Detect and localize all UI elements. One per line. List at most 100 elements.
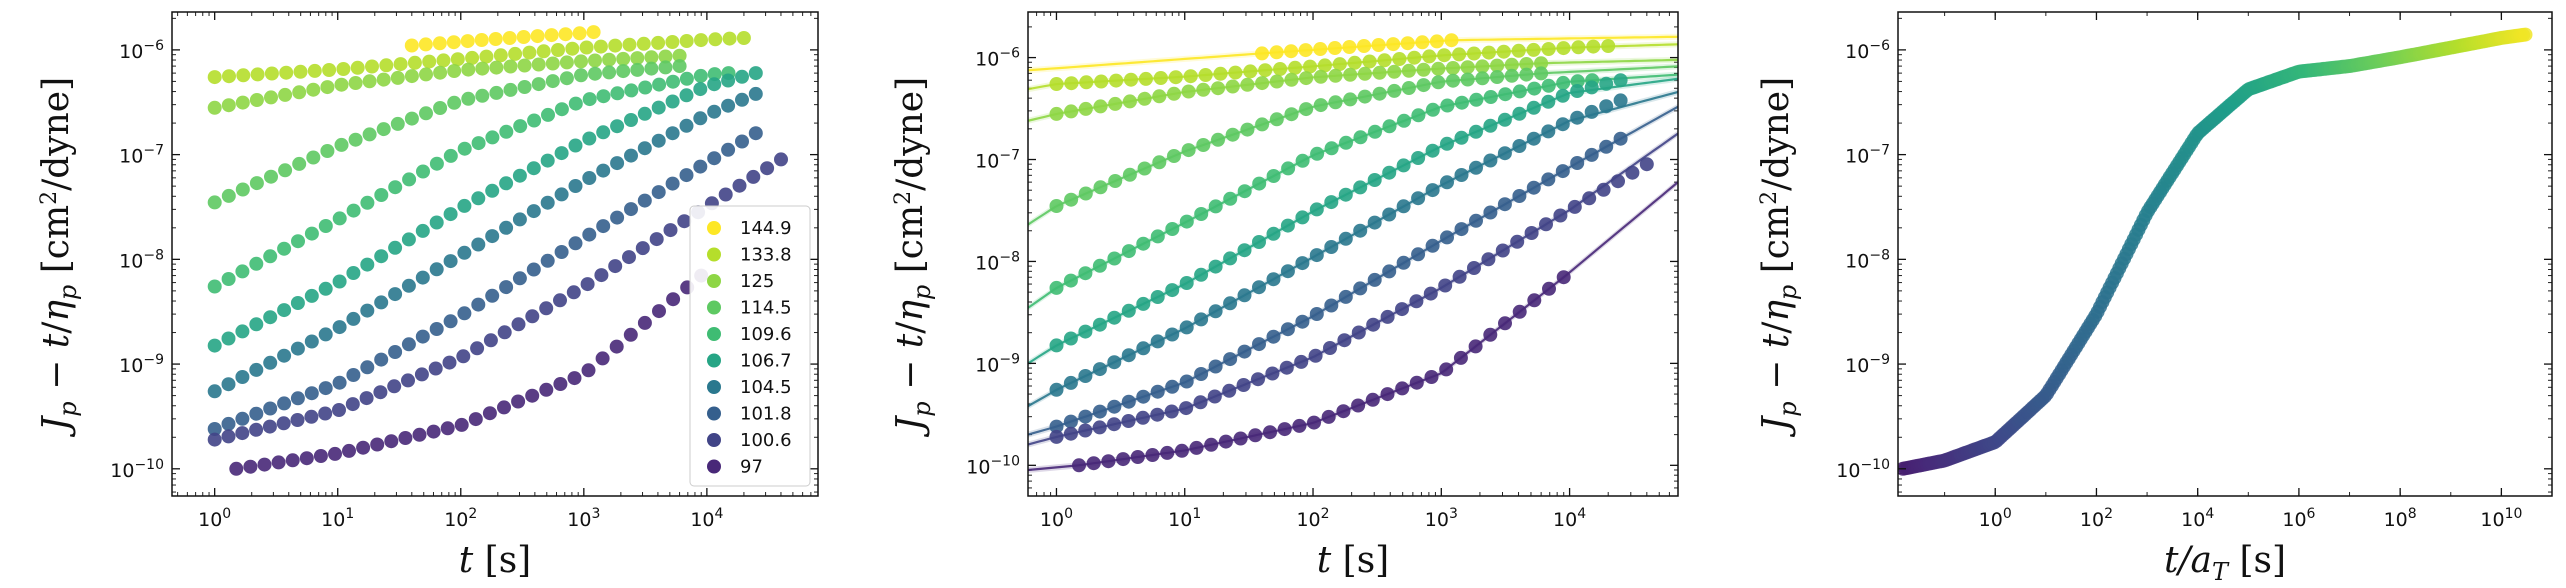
data-point [1252,176,1267,191]
data-point [1153,71,1168,85]
series-144-9 [1028,33,1678,74]
data-point [588,66,602,81]
data-point [1332,57,1347,72]
data-point [1400,36,1415,51]
data-point [388,180,403,195]
data-point [207,422,222,436]
data-point [774,152,788,167]
data-point [1555,88,1570,103]
data-point [1193,395,1208,410]
data-point [540,195,555,210]
data-point [736,31,751,45]
data-point [1078,186,1093,201]
data-point [479,49,494,64]
data-point [1263,425,1277,440]
data-point [1512,84,1527,99]
data-point [1497,146,1512,161]
data-point [666,74,680,89]
data-point [1321,409,1336,424]
y-tick-label: 10−9 [119,352,164,377]
data-point [651,133,666,148]
data-point [401,373,415,388]
data-point [679,168,694,183]
data-point [551,43,565,57]
series-104-5 [1028,89,1678,410]
data-point [374,249,389,264]
data-point [1299,71,1314,86]
data-point [1092,258,1107,273]
y-tick-label: 10−8 [975,249,1020,274]
data-point [616,64,631,79]
data-point [221,416,236,431]
data-point [1362,54,1377,69]
data-point [1481,45,1496,60]
series-101-8 [1028,103,1678,438]
data-point [290,296,305,310]
data-point [1295,314,1310,329]
data-point [1556,41,1571,56]
x-tick-label: 108 [2384,506,2417,531]
data-point [221,98,236,113]
data-point [387,379,402,394]
data-point [1223,352,1238,367]
data-point [1269,74,1284,89]
data-point [1490,70,1505,84]
data-point [602,52,617,67]
data-point [422,54,437,69]
data-point [276,416,291,431]
data-point [1266,272,1281,287]
x-tick-label: 103 [567,506,600,531]
data-point [1064,192,1079,207]
data-point [508,46,523,61]
data-point [721,142,736,157]
data-point [474,33,489,47]
data-point [1223,191,1238,206]
data-point [1504,57,1519,72]
y-tick-label: 10−6 [1845,38,1890,63]
data-point [721,98,736,113]
data-point [1281,161,1296,176]
data-point [1280,218,1295,233]
data-point [1453,350,1468,365]
data-point [1357,39,1371,53]
data-point [1064,76,1079,91]
data-point [359,391,374,406]
data-point [471,297,486,312]
data-point [637,141,652,156]
data-point [1279,360,1294,375]
data-point [285,453,300,468]
data-point [1237,243,1252,258]
data-point [1101,454,1116,469]
data-point [1181,84,1196,99]
data-point [707,104,722,119]
data-point [748,126,763,141]
data-point [376,72,391,87]
data-point [318,281,333,296]
x-axis-label: t/aT [s] [2164,540,2286,586]
data-point [402,172,417,187]
data-point [722,31,737,46]
data-point [1063,414,1078,429]
legend-marker [707,300,721,315]
data-point [497,325,512,340]
data-point [1165,283,1180,298]
data-point [545,74,560,89]
data-point [1116,452,1131,467]
data-point [304,409,319,424]
data-point [346,311,361,326]
data-point [663,223,678,238]
data-point [608,38,623,53]
data-point [1440,136,1454,151]
data-point [1121,348,1136,363]
data-point [207,195,222,210]
data-point [1481,252,1496,267]
data-point [360,257,375,272]
data-point [1079,75,1094,90]
data-point [1567,199,1582,214]
y-axis-label: Jp − t/ηp [cm2/dyne] [890,77,936,438]
data-point [1497,197,1512,212]
data-point [748,86,763,101]
data-point [1165,327,1180,342]
legend-label: 106.7 [740,351,792,372]
data-point [1440,175,1454,190]
